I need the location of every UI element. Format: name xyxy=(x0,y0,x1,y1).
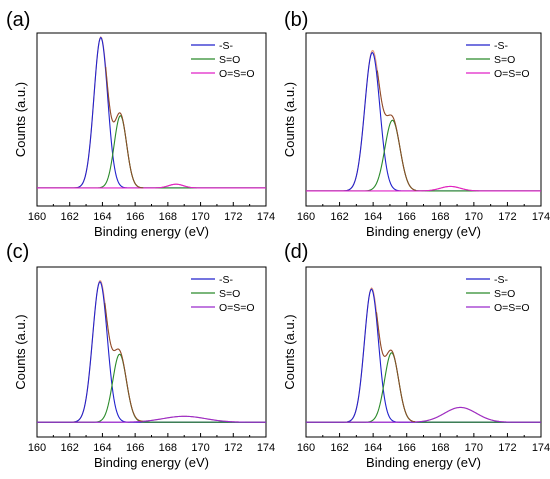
x-tick-label: 160 xyxy=(28,442,46,454)
x-tick-label: 172 xyxy=(224,211,242,223)
x-tick-label: 162 xyxy=(61,442,79,454)
x-tick-label: 174 xyxy=(257,211,275,223)
legend-entry-2: O=S=O xyxy=(494,302,530,314)
y-axis-label: Counts (a.u.) xyxy=(13,82,28,157)
x-tick-label: 162 xyxy=(330,442,348,454)
x-axis-label: Binding energy (eV) xyxy=(94,224,209,239)
fit-overlay xyxy=(376,312,416,423)
series-line-1 xyxy=(306,119,541,192)
x-tick-label: 160 xyxy=(297,211,315,223)
fit-overlay xyxy=(376,70,417,191)
fit-overlay xyxy=(104,302,143,422)
x-tick-label: 164 xyxy=(364,442,382,454)
legend-entry-2: O=S=O xyxy=(494,68,530,80)
panel-label: (a) xyxy=(6,9,30,31)
panel-label: (d) xyxy=(284,241,308,263)
x-tick-label: 164 xyxy=(93,442,111,454)
x-tick-label: 168 xyxy=(159,211,177,223)
x-tick-label: 166 xyxy=(126,442,144,454)
panel-a: 160 162 164 166 168 170 172 174 Binding energy (… xyxy=(6,9,275,239)
x-tick-label: 164 xyxy=(364,211,382,223)
legend-entry-1: S=O xyxy=(219,288,240,300)
legend: -S- S=O O=S=O xyxy=(466,40,530,80)
x-tick-label: 164 xyxy=(93,211,111,223)
x-tick-label: 160 xyxy=(297,442,315,454)
x-axis-label: Binding energy (eV) xyxy=(94,455,209,470)
x-tick-label: 172 xyxy=(498,211,516,223)
legend-entry-0: -S- xyxy=(219,274,234,286)
x-tick-label: 166 xyxy=(398,442,416,454)
series-line-1 xyxy=(306,352,541,423)
y-axis-label: Counts (a.u.) xyxy=(13,314,28,389)
x-tick-label: 172 xyxy=(498,442,516,454)
x-tick-label: 170 xyxy=(191,211,209,223)
series-line-1 xyxy=(37,353,266,423)
legend: -S- S=O O=S=O xyxy=(466,274,530,314)
legend-entry-0: -S- xyxy=(219,40,234,52)
legend: -S- S=O O=S=O xyxy=(191,274,255,314)
panel-label: (c) xyxy=(6,241,29,263)
legend: -S- S=O O=S=O xyxy=(191,40,255,80)
x-tick-label: 170 xyxy=(191,442,209,454)
x-tick-label: 170 xyxy=(465,211,483,223)
series-line-2 xyxy=(306,406,541,423)
x-tick-label: 174 xyxy=(532,211,550,223)
x-tick-label: 170 xyxy=(465,442,483,454)
x-tick-label: 160 xyxy=(28,211,46,223)
series-line-2 xyxy=(37,183,266,189)
fit-overlay xyxy=(105,66,144,189)
legend-entry-0: -S- xyxy=(494,40,509,52)
x-axis-label: Binding energy (eV) xyxy=(366,455,481,470)
series-line-2 xyxy=(37,415,266,423)
x-tick-label: 162 xyxy=(330,211,348,223)
x-axis-label: Binding energy (eV) xyxy=(366,224,481,239)
legend-entry-2: O=S=O xyxy=(219,68,255,80)
y-axis-label: Counts (a.u.) xyxy=(282,314,297,389)
x-tick-label: 162 xyxy=(61,211,79,223)
x-tick-label: 166 xyxy=(126,211,144,223)
x-tick-label: 168 xyxy=(159,442,177,454)
legend-entry-1: S=O xyxy=(219,54,240,66)
series-line-1 xyxy=(37,115,266,189)
series-line-2 xyxy=(306,185,541,192)
panel-c: 160 162 164 166 168 170 172 174 Binding energy (… xyxy=(6,241,275,470)
legend-entry-1: S=O xyxy=(494,54,515,66)
panel-d: 160 162 164 166 168 170 172 174 Binding energy (… xyxy=(282,241,550,470)
x-tick-label: 172 xyxy=(224,442,242,454)
panel-b: 160 162 164 166 168 170 172 174 Binding energy (… xyxy=(282,9,550,239)
x-tick-label: 166 xyxy=(398,211,416,223)
x-tick-label: 174 xyxy=(532,442,550,454)
x-tick-label: 168 xyxy=(431,211,449,223)
legend-entry-2: O=S=O xyxy=(219,302,255,314)
x-tick-label: 174 xyxy=(257,442,275,454)
legend-entry-0: -S- xyxy=(494,274,509,286)
panel-label: (b) xyxy=(284,9,308,31)
x-tick-label: 168 xyxy=(431,442,449,454)
legend-entry-1: S=O xyxy=(494,288,515,300)
y-axis-label: Counts (a.u.) xyxy=(282,82,297,157)
